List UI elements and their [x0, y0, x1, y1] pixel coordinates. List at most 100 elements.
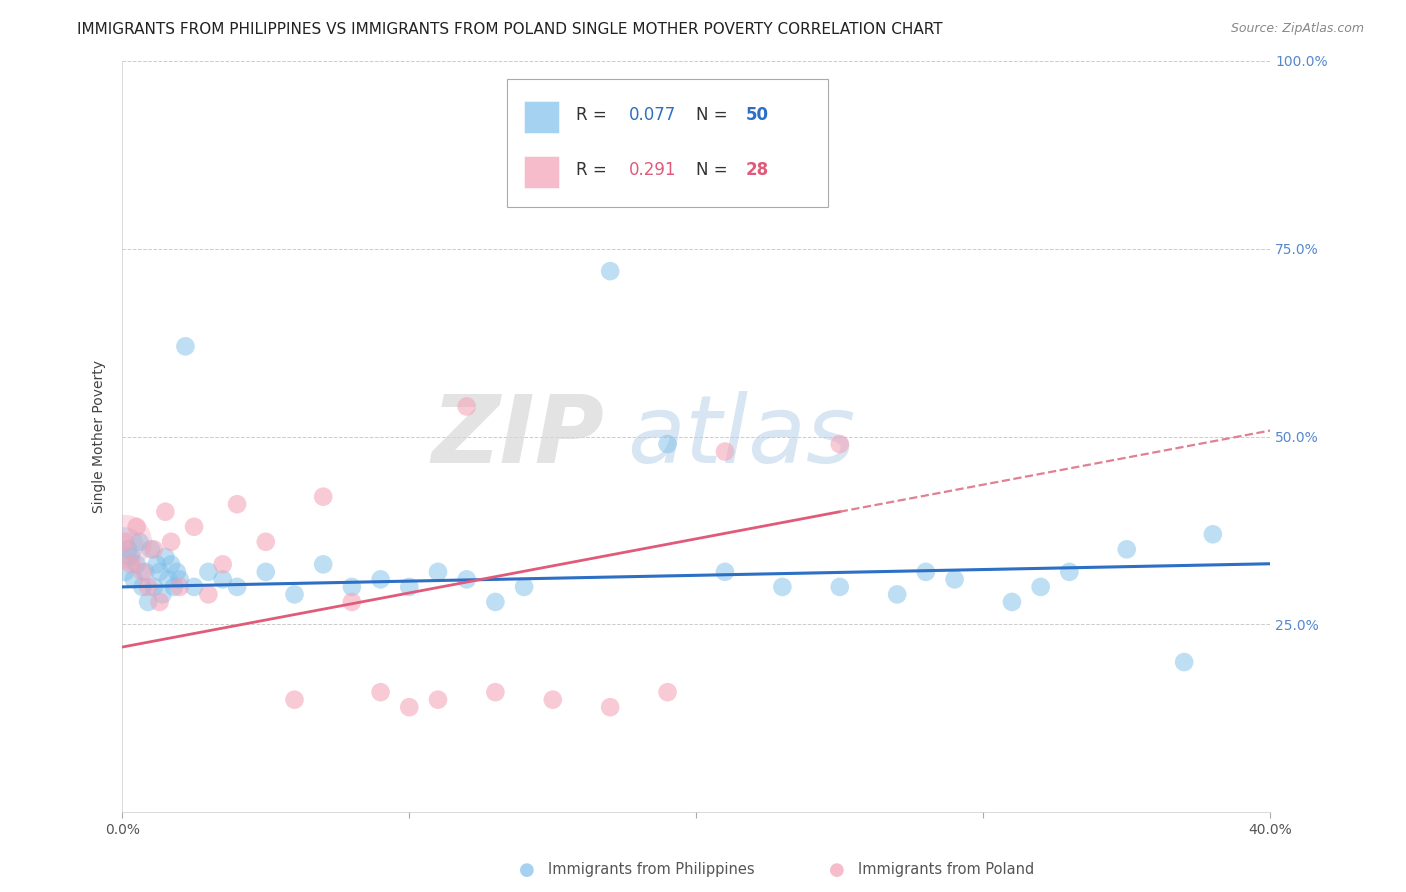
Text: 28: 28	[745, 161, 769, 178]
Point	[541, 692, 564, 706]
Point	[114, 539, 136, 553]
Text: N =: N =	[696, 161, 733, 178]
Point	[131, 565, 153, 579]
Point	[714, 565, 737, 579]
Point	[120, 558, 142, 572]
Point	[120, 549, 142, 564]
Point	[211, 573, 233, 587]
Text: Source: ZipAtlas.com: Source: ZipAtlas.com	[1230, 22, 1364, 36]
Point	[226, 497, 249, 511]
Point	[340, 595, 363, 609]
Point	[183, 580, 205, 594]
Point	[770, 580, 793, 594]
Point	[1202, 527, 1225, 541]
Point	[169, 573, 191, 587]
Text: 0.291: 0.291	[628, 161, 676, 178]
FancyBboxPatch shape	[524, 101, 558, 133]
Point	[427, 692, 450, 706]
Point	[139, 542, 162, 557]
Point	[149, 595, 172, 609]
Point	[152, 587, 174, 601]
Point	[657, 685, 679, 699]
Point	[1115, 542, 1137, 557]
Point	[122, 573, 145, 587]
Text: 50: 50	[745, 106, 769, 124]
Point	[599, 264, 621, 278]
Point	[163, 580, 186, 594]
Point	[155, 505, 177, 519]
Point	[943, 573, 966, 587]
Point	[197, 565, 219, 579]
Point	[114, 534, 136, 549]
Point	[145, 558, 167, 572]
Point	[513, 580, 536, 594]
Point	[149, 565, 172, 579]
Point	[828, 580, 851, 594]
Point	[155, 549, 177, 564]
Point	[254, 565, 277, 579]
Point	[169, 580, 191, 594]
Point	[370, 573, 392, 587]
Point	[1173, 655, 1195, 669]
Point	[157, 573, 180, 587]
Point	[134, 565, 156, 579]
Point	[427, 565, 450, 579]
Point	[125, 558, 148, 572]
Point	[456, 573, 478, 587]
Text: ●: ●	[828, 861, 845, 879]
Text: Immigrants from Philippines: Immigrants from Philippines	[548, 863, 755, 877]
Point	[828, 437, 851, 451]
Point	[456, 400, 478, 414]
Point	[160, 558, 183, 572]
Point	[142, 542, 165, 557]
Point	[211, 558, 233, 572]
Point	[886, 587, 908, 601]
Point	[174, 339, 197, 353]
Point	[484, 595, 506, 609]
Text: IMMIGRANTS FROM PHILIPPINES VS IMMIGRANTS FROM POLAND SINGLE MOTHER POVERTY CORR: IMMIGRANTS FROM PHILIPPINES VS IMMIGRANT…	[77, 22, 943, 37]
Point	[484, 685, 506, 699]
Point	[571, 189, 593, 203]
Text: atlas: atlas	[627, 391, 856, 482]
Text: R =: R =	[575, 161, 612, 178]
Text: N =: N =	[696, 106, 733, 124]
Point	[114, 565, 136, 579]
Point	[114, 534, 136, 549]
Point	[136, 595, 159, 609]
Point	[340, 580, 363, 594]
Point	[312, 490, 335, 504]
Point	[312, 558, 335, 572]
Point	[283, 587, 305, 601]
FancyBboxPatch shape	[506, 79, 828, 207]
Point	[370, 685, 392, 699]
Point	[1029, 580, 1052, 594]
Point	[226, 580, 249, 594]
Text: Immigrants from Poland: Immigrants from Poland	[858, 863, 1033, 877]
Y-axis label: Single Mother Poverty: Single Mother Poverty	[93, 360, 107, 513]
Point	[915, 565, 938, 579]
Point	[398, 580, 420, 594]
Point	[1059, 565, 1081, 579]
Text: R =: R =	[575, 106, 612, 124]
Point	[254, 534, 277, 549]
Text: 0.077: 0.077	[628, 106, 676, 124]
Point	[125, 520, 148, 534]
Point	[1001, 595, 1024, 609]
Point	[197, 587, 219, 601]
Point	[160, 534, 183, 549]
Point	[183, 520, 205, 534]
Point	[142, 580, 165, 594]
Point	[657, 437, 679, 451]
Point	[166, 565, 188, 579]
Point	[128, 534, 150, 549]
Point	[131, 580, 153, 594]
Point	[283, 692, 305, 706]
Text: ZIP: ZIP	[432, 391, 605, 483]
Point	[599, 700, 621, 714]
Point	[117, 542, 139, 557]
Text: ●: ●	[519, 861, 536, 879]
Point	[136, 580, 159, 594]
FancyBboxPatch shape	[524, 156, 558, 187]
Point	[398, 700, 420, 714]
Point	[714, 444, 737, 458]
